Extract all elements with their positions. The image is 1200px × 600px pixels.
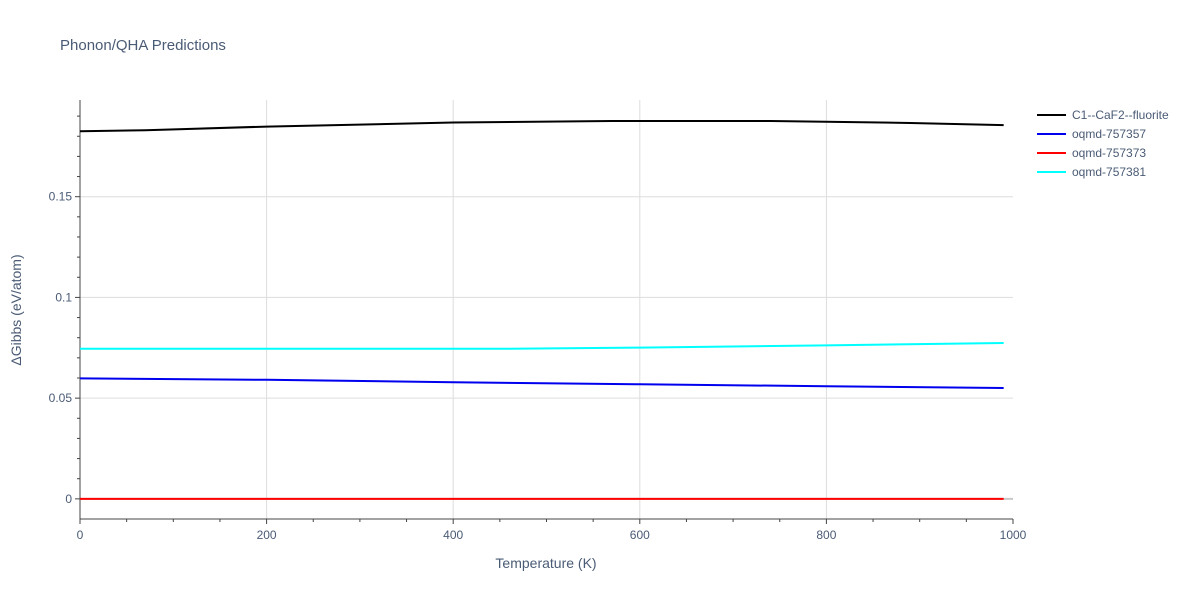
x-tick-labels: 0 200 400 600 800 1000 [77,528,1027,542]
legend-label: C1--CaF2--fluorite [1072,108,1169,122]
x-tick-label: 200 [257,528,277,542]
chart-title: Phonon/QHA Predictions [60,37,226,54]
series-line-0 [79,119,1004,133]
x-axis-title: Temperature (K) [495,555,596,571]
y-tick-label: 0.15 [49,190,73,204]
axes [75,100,1014,524]
legend-item-2[interactable]: oqmd-757373 [1037,146,1146,160]
x-tick-label: 400 [443,528,463,542]
y-axis-title: ΔGibbs (eV/atom) [8,254,24,365]
series-line-1 [79,377,1004,390]
legend-label: oqmd-757381 [1072,165,1146,179]
legend-label: oqmd-757357 [1072,127,1146,141]
legend-item-1[interactable]: oqmd-757357 [1037,127,1146,141]
legend[interactable]: C1--CaF2--fluorite oqmd-757357 oqmd-757373… [1037,108,1169,179]
y-tick-label: 0.1 [55,290,72,304]
x-tick-label: 0 [77,528,84,542]
legend-item-3[interactable]: oqmd-757381 [1037,165,1146,179]
series-layer [79,119,1004,500]
x-tick-label: 1000 [1000,528,1027,542]
y-tick-labels: 0 0.05 0.1 0.15 [49,190,73,506]
series-line-3 [80,341,1004,350]
x-tick-label: 600 [630,528,650,542]
legend-item-0[interactable]: C1--CaF2--fluorite [1037,108,1169,122]
x-tick-label: 800 [816,528,836,542]
y-tick-label: 0 [65,492,72,506]
y-tick-label: 0.05 [49,391,73,405]
legend-label: oqmd-757373 [1072,146,1146,160]
grid-lines [80,100,1013,519]
